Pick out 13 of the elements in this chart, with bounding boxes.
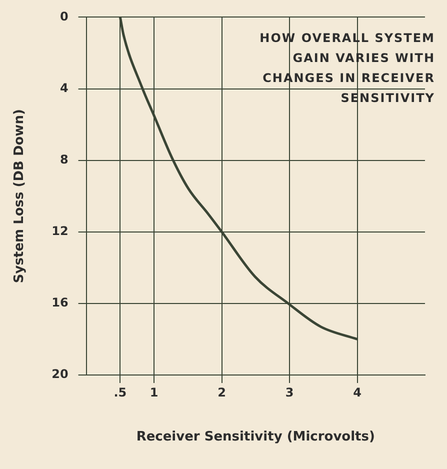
x-tick-label: 1 [150,385,158,400]
x-tick-label: .5 [114,385,127,400]
y-tick-label: 12 [52,224,68,238]
y-axis-title: System Loss (DB Down) [12,109,28,284]
x-tick-label: 3 [285,385,294,400]
y-tick-label: 16 [52,296,68,310]
y-tick-label: 8 [60,152,68,166]
y-tick-label: 0 [60,9,68,24]
x-axis-title: Receiver Sensitivity (Microvolts) [136,430,375,445]
y-tick-label: 20 [52,367,68,382]
x-tick-label: 4 [353,385,362,400]
x-tick-label: 2 [218,385,226,400]
y-tick-label: 4 [60,80,68,95]
